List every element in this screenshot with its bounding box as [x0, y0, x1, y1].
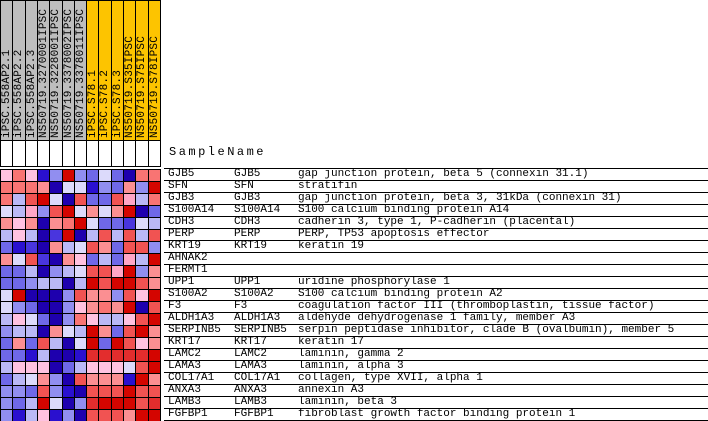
gene-symbol-2: LAMC2: [234, 348, 268, 360]
header-gap-cell: [12, 140, 26, 167]
gene-description: laminin, beta 3: [298, 396, 398, 408]
table-row: LAMC2 LAMC2 laminin, gamma 2: [164, 349, 708, 361]
gene-description: gap junction protein, beta 3, 31kDa (con…: [298, 192, 622, 204]
gene-symbol: LAMA3: [168, 360, 202, 372]
gene-symbol: GJB5: [168, 168, 195, 180]
gene-symbol-2: ANXA3: [234, 384, 268, 396]
header-gap-cell: [49, 140, 63, 167]
gene-description: laminin, gamma 2: [298, 348, 404, 360]
header-gap-cell: [135, 140, 149, 167]
heatmap-cell: [12, 409, 26, 421]
gene-symbol: AHNAK2: [168, 252, 208, 264]
heatmap-cell: [98, 409, 112, 421]
gene-symbol-2: KRT17: [234, 336, 268, 348]
table-row: LAMA3 LAMA3 laminin, alpha 3: [164, 361, 708, 373]
gene-symbol-2: LAMB3: [234, 396, 268, 408]
gene-symbol-2: KRT19: [234, 240, 268, 252]
gene-symbol: KRT17: [168, 336, 202, 348]
table-row: S100A2 S100A2 S100 calcium binding protein…: [164, 289, 708, 301]
column-header-label: NS50719.S78IPSC: [149, 35, 161, 138]
gene-description: serpin peptidase inhibitor, clade B (ova…: [298, 324, 675, 336]
table-row: KRT19 KRT19 keratin 19: [164, 241, 708, 253]
gene-symbol-2: GJB5: [234, 168, 261, 180]
gene-symbol: FERMT1: [168, 264, 208, 276]
gene-symbol-2: S100A14: [234, 204, 281, 216]
gene-symbol-2: F3: [234, 300, 248, 312]
gene-description: keratin 17: [298, 336, 365, 348]
column-header-label: iPSC.558AP2.2: [13, 49, 25, 138]
gene-symbol-2: SFN: [234, 180, 254, 192]
gene-description: laminin, alpha 3: [298, 360, 404, 372]
gene-symbol-2: S100A2: [234, 288, 274, 300]
gene-symbol-2: LAMA3: [234, 360, 268, 372]
heatmap-cell: [148, 409, 161, 421]
table-row: COL17A1 COL17A1 collagen, type XVII, alpha…: [164, 373, 708, 385]
table-row: KRT17 KRT17 keratin 17: [164, 337, 708, 349]
samplename-label: SampleName: [169, 145, 267, 159]
gene-description: aldehyde dehydrogenase 1 family, member …: [298, 312, 576, 324]
gene-symbol: F3: [168, 300, 182, 312]
header-gap-cell: [98, 140, 112, 167]
gene-description: gap junction protein, beta 5 (connexin 3…: [298, 168, 589, 180]
table-row: SFN SFN stratifin: [164, 181, 708, 193]
gene-symbol: COL17A1: [168, 372, 215, 384]
gene-description: S100 calcium binding protein A14: [298, 204, 510, 216]
table-row: CDH3 CDH3 cadherin 3, type 1, P-cadherin (…: [164, 217, 708, 229]
table-row: UPP1 UPP1 uridine phosphorylase 1: [164, 277, 708, 289]
table-row: ANXA3 ANXA3 annexin A3: [164, 385, 708, 397]
gene-symbol: KRT19: [168, 240, 202, 252]
gene-symbol: PERP: [168, 228, 195, 240]
gene-description: collagen, type XVII, alpha 1: [298, 372, 483, 384]
table-row: FGFBP1 FGFBP1 fibroblast growth factor bin…: [164, 409, 708, 421]
gene-symbol-2: UPP1: [234, 276, 261, 288]
table-row: FERMT1: [164, 265, 708, 277]
table-row: F3 F3 coagulation factor III (thromboplast…: [164, 301, 708, 313]
heatmap-cell: [135, 409, 149, 421]
gene-description: S100 calcium binding protein A2: [298, 288, 503, 300]
header-gap-cell: [148, 140, 161, 167]
gene-table: GJB5 GJB5 gap junction protein, beta 5 (co…: [164, 168, 708, 421]
gene-symbol: S100A14: [168, 204, 215, 216]
table-row: ALDH1A3 ALDH1A3 aldehyde dehydrogenase 1 f…: [164, 313, 708, 325]
table-row: AHNAK2: [164, 253, 708, 265]
gene-symbol-2: ALDH1A3: [234, 312, 281, 324]
gene-description: stratifin: [298, 180, 358, 192]
gene-symbol: ANXA3: [168, 384, 202, 396]
gene-description: PERP, TP53 apoptosis effector: [298, 228, 490, 240]
gene-symbol-2: GJB3: [234, 192, 261, 204]
table-row: SERPINB5 SERPINB5 serpin peptidase inhibit…: [164, 325, 708, 337]
gene-symbol: LAMB3: [168, 396, 202, 408]
gene-symbol: ALDH1A3: [168, 312, 215, 324]
column-header-label: NS50719.3228001IPSC: [50, 8, 62, 138]
gene-symbol-2: FGFBP1: [234, 408, 274, 420]
table-row: PERP PERP PERP, TP53 apoptosis effector: [164, 229, 708, 241]
table-row: GJB3 GJB3 gap junction protein, beta 3, 31…: [164, 193, 708, 205]
gene-symbol: FGFBP1: [168, 408, 208, 420]
column-header-label: iPSC.S78.2: [99, 69, 111, 138]
table-row: S100A14 S100A14 S100 calcium binding prote…: [164, 205, 708, 217]
gene-symbol-2: COL17A1: [234, 372, 281, 384]
gene-symbol: GJB3: [168, 192, 195, 204]
gene-description: keratin 19: [298, 240, 365, 252]
gene-symbol-2: SERPINB5: [234, 324, 287, 336]
gene-description: coagulation factor III (thromboplastin, …: [298, 300, 655, 312]
gene-symbol: SERPINB5: [168, 324, 221, 336]
gene-symbol: S100A2: [168, 288, 208, 300]
gene-symbol: SFN: [168, 180, 188, 192]
gene-symbol-2: CDH3: [234, 216, 261, 228]
gene-symbol: UPP1: [168, 276, 195, 288]
gene-description: cadherin 3, type 1, P-cadherin (placenta…: [298, 216, 576, 228]
gene-symbol-2: PERP: [234, 228, 261, 240]
gene-description: fibroblast growth factor binding protein…: [298, 408, 576, 420]
table-row: LAMB3 LAMB3 laminin, beta 3: [164, 397, 708, 409]
gene-description: annexin A3: [298, 384, 365, 396]
gene-symbol: CDH3: [168, 216, 195, 228]
gene-symbol: LAMC2: [168, 348, 202, 360]
column-header-label: NS50719.S75IPSC: [136, 35, 148, 138]
gene-description: uridine phosphorylase 1: [298, 276, 450, 288]
heatmap-cell: [49, 409, 63, 421]
table-row: GJB5 GJB5 gap junction protein, beta 5 (co…: [164, 169, 708, 181]
